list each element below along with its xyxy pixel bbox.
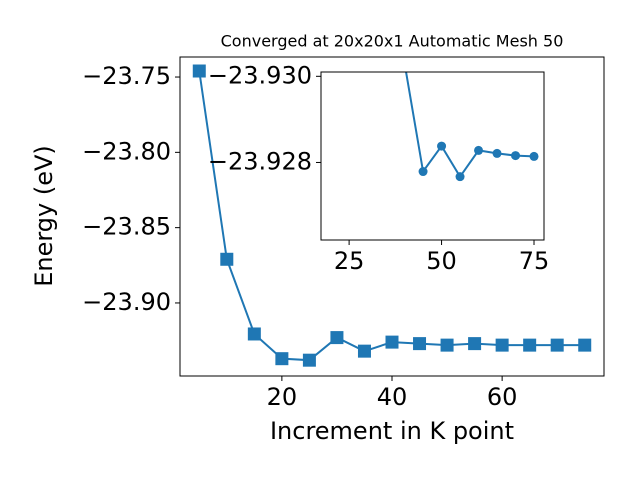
marker (302, 353, 316, 367)
y-axis-label: Energy (eV) (30, 145, 58, 287)
marker (495, 338, 509, 352)
marker (474, 145, 484, 155)
y-tick-label: −23.90 (82, 288, 171, 316)
x-tick-label: 25 (334, 247, 365, 275)
axes-frame (320, 71, 545, 241)
plot-clip (405, 72, 539, 182)
marker (385, 335, 399, 349)
marker (192, 64, 206, 78)
y-tick-label: −23.85 (82, 213, 171, 241)
marker (413, 337, 427, 351)
marker (437, 141, 447, 151)
marker (550, 338, 564, 352)
marker (357, 344, 371, 358)
marker (523, 338, 537, 352)
x-tick-label: 50 (426, 247, 457, 275)
marker (275, 352, 289, 366)
x-axis-label: Increment in K point (270, 417, 514, 445)
y-tick-label: −23.80 (82, 137, 171, 165)
marker (455, 172, 465, 182)
marker (220, 252, 234, 266)
y-tick-label: −23.928 (208, 147, 312, 175)
y-tick-label: −23.930 (208, 61, 312, 89)
marker (330, 331, 344, 345)
marker (578, 338, 592, 352)
marker (418, 167, 428, 177)
marker (247, 327, 261, 341)
x-tick-label: 60 (487, 383, 518, 411)
plot-clip (192, 64, 592, 367)
marker (529, 151, 539, 161)
x-tick-label: 20 (267, 383, 298, 411)
plot-area (321, 72, 544, 240)
axes-frame (179, 56, 605, 377)
marker (468, 337, 482, 351)
y-tick-label: −23.75 (82, 62, 171, 90)
x-tick-label: 75 (519, 247, 550, 275)
marker (492, 148, 502, 158)
chart-title: Converged at 20x20x1 Automatic Mesh 50 (221, 32, 564, 51)
x-tick-label: 40 (377, 383, 408, 411)
marker (440, 338, 454, 352)
marker (511, 151, 521, 161)
